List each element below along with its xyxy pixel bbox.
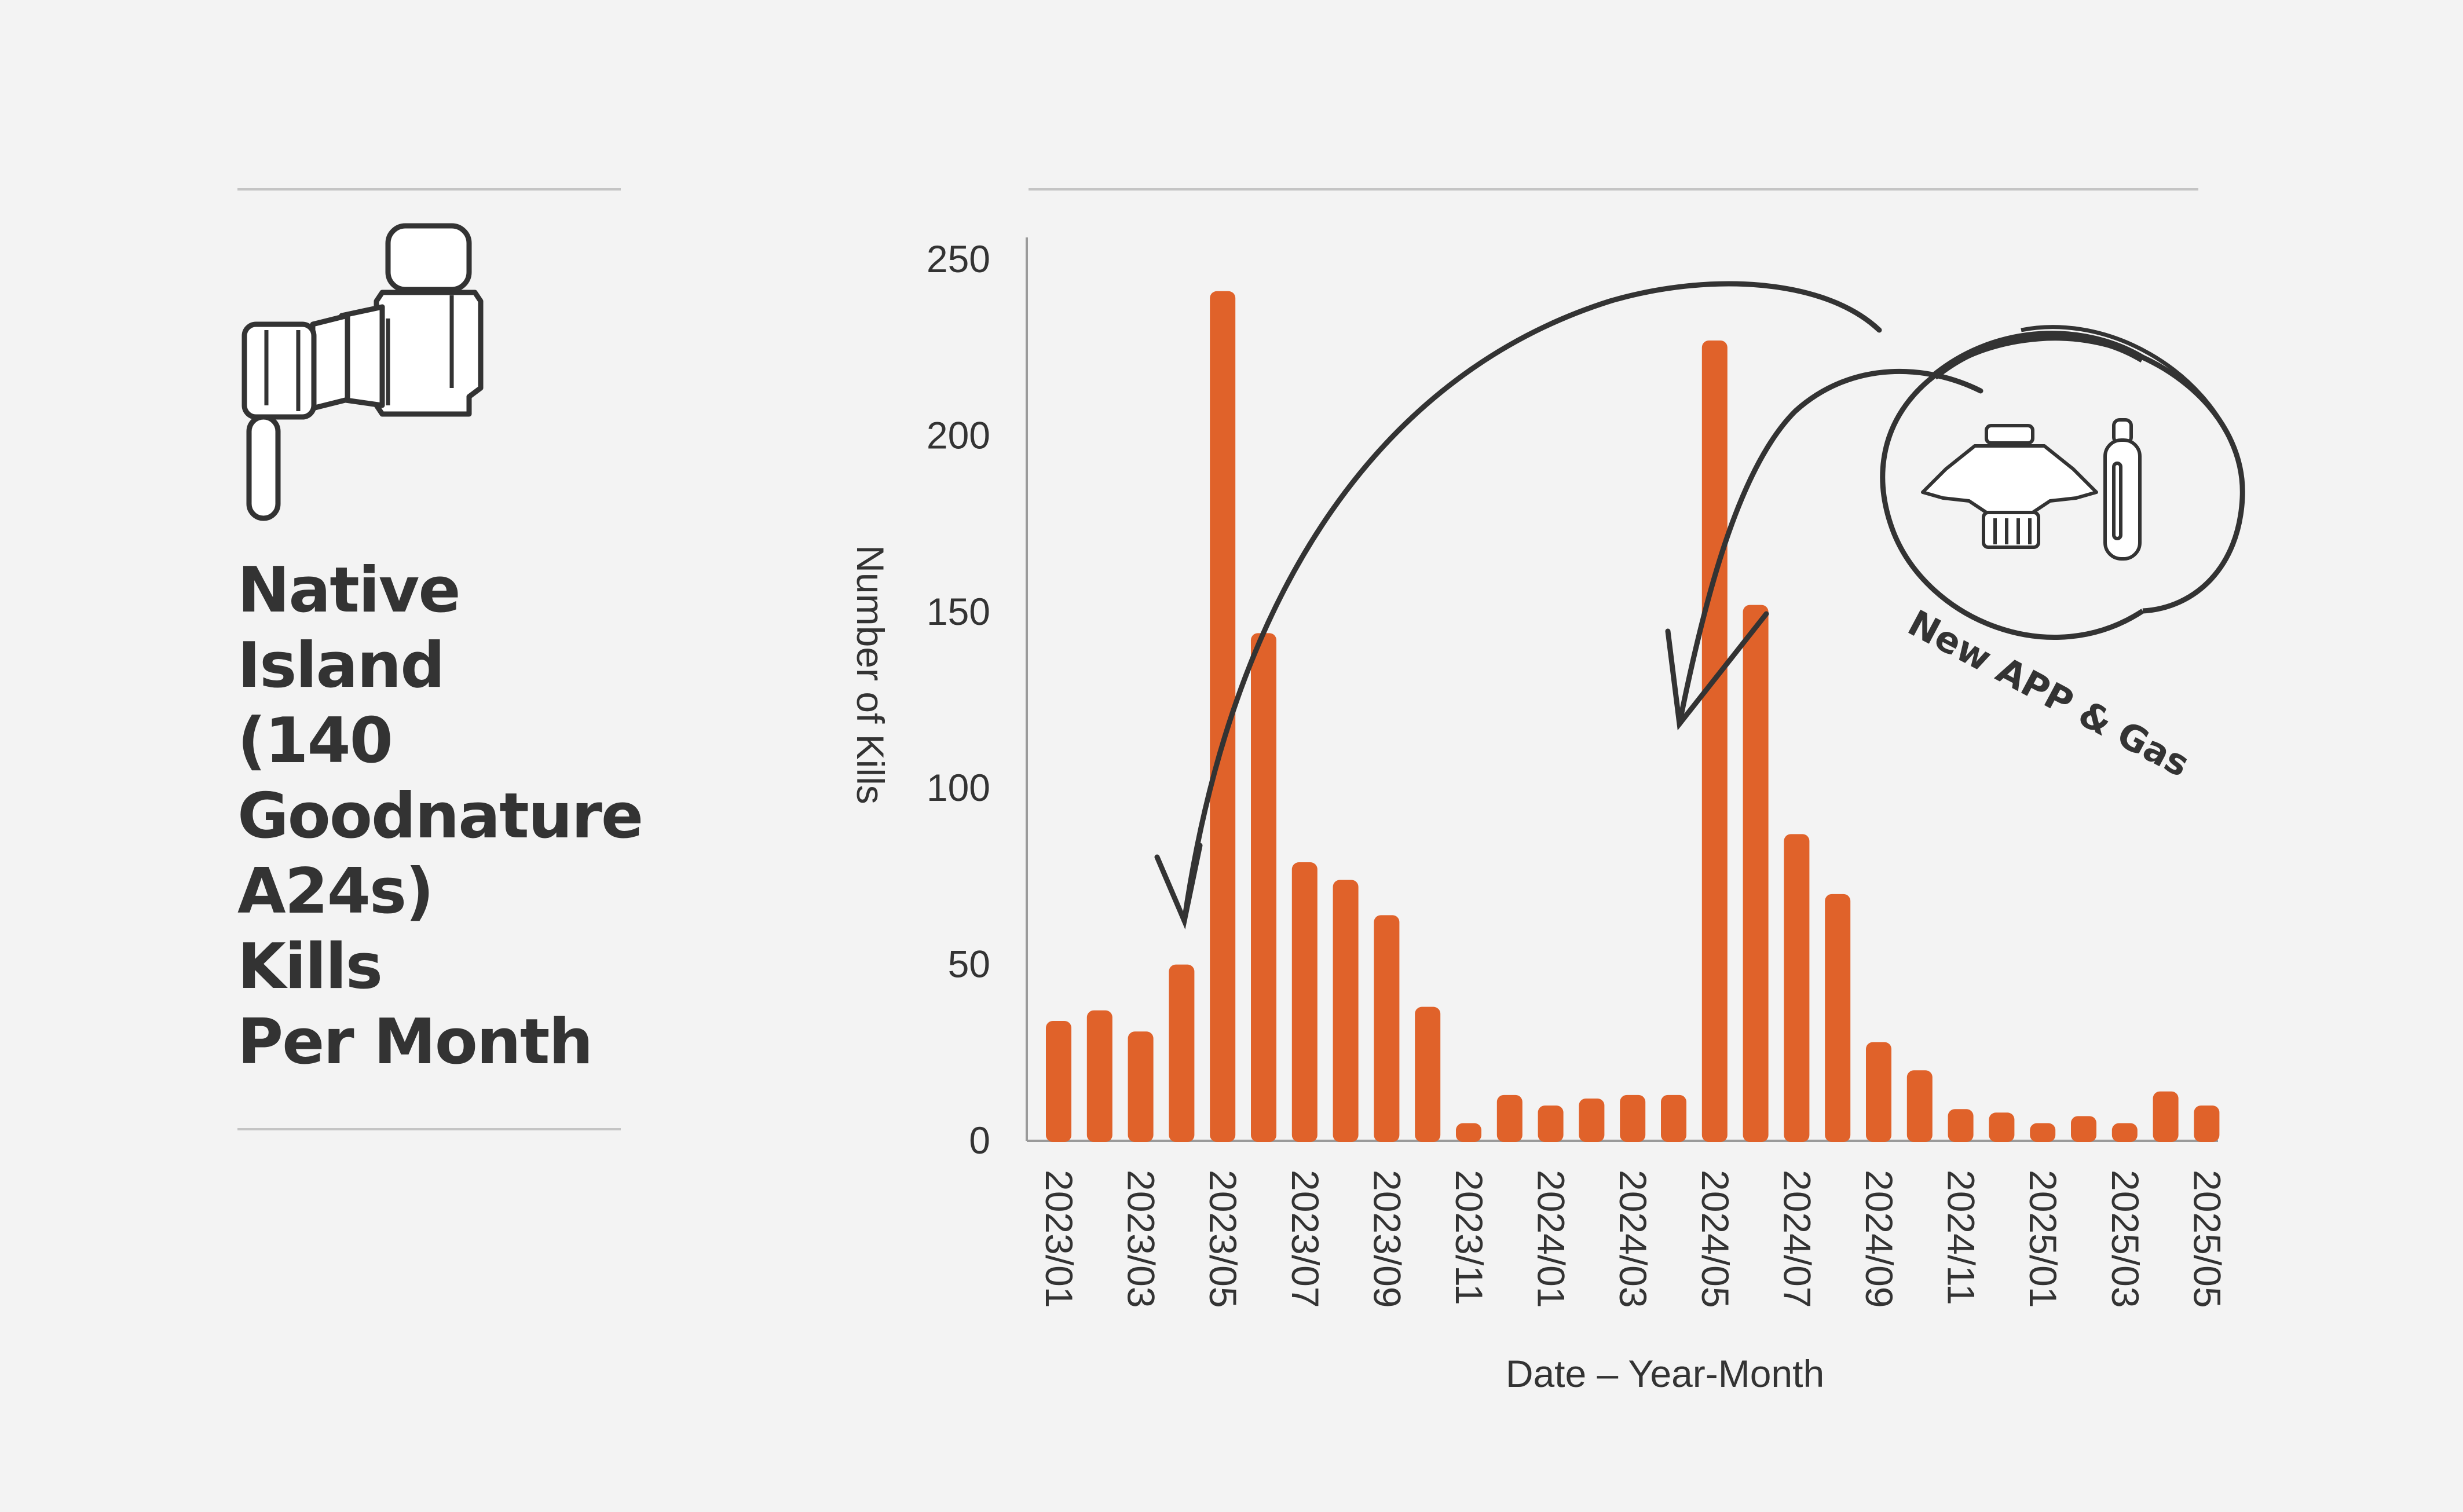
- x-tick-label: 2025/01: [2022, 1170, 2065, 1308]
- chart-top-rule: [1029, 188, 2198, 191]
- x-tick-label: 2023/01: [1038, 1170, 1081, 1308]
- y-axis-title: Number of Kills: [849, 545, 892, 804]
- bar-2024/07: [1784, 834, 1810, 1142]
- bar-2023/05: [1210, 291, 1236, 1142]
- y-tick-label: 250: [927, 237, 990, 280]
- bar-2025/04: [2153, 1091, 2179, 1142]
- bar-2023/12: [1496, 1094, 1523, 1142]
- y-tick-label: 50: [948, 943, 990, 986]
- arrowhead-2024-05: [1665, 611, 1769, 731]
- x-tick-label: 2023/03: [1120, 1170, 1163, 1308]
- x-tick-label: 2025/05: [2186, 1170, 2228, 1308]
- y-tick-label: 0: [969, 1119, 990, 1162]
- annotation-circle: [1880, 325, 2245, 640]
- bar-2024/05: [1701, 341, 1728, 1143]
- bar-2023/03: [1128, 1031, 1154, 1142]
- bar-2023/09: [1374, 915, 1400, 1142]
- bar-2024/06: [1743, 605, 1769, 1142]
- bar-2024/08: [1825, 894, 1851, 1142]
- bar-2023/01: [1046, 1021, 1071, 1142]
- x-tick-label: 2023/11: [1448, 1170, 1491, 1305]
- bar-2024/01: [1538, 1105, 1564, 1142]
- x-tick-label: 2023/05: [1202, 1170, 1245, 1308]
- goodnature-a24-trap-icon: [241, 223, 484, 521]
- x-tick-label: 2023/09: [1366, 1170, 1408, 1308]
- y-tick-label: 150: [927, 590, 990, 633]
- bar-2023/11: [1456, 1123, 1481, 1142]
- gas-canister-icon: [2103, 418, 2142, 561]
- annotation-label: New APP & Gas: [1901, 602, 2197, 785]
- arrow-to-2023-05: [1181, 281, 1882, 924]
- left-top-rule: [237, 188, 621, 191]
- x-tick-label: 2025/03: [2104, 1170, 2147, 1308]
- arrowhead-2023-05: [1154, 843, 1203, 929]
- bar-2024/10: [1906, 1070, 1933, 1142]
- y-tick-label: 200: [927, 413, 990, 456]
- x-axis-title: Date – Year-Month: [1506, 1352, 1824, 1395]
- bar-2024/04: [1661, 1094, 1686, 1142]
- bar-2024/11: [1948, 1109, 1974, 1142]
- x-tick-label: 2024/01: [1530, 1170, 1573, 1308]
- bar-2023/10: [1415, 1006, 1441, 1142]
- bar-2024/09: [1866, 1042, 1891, 1142]
- left-bottom-rule: [237, 1128, 621, 1130]
- bar-2023/02: [1086, 1010, 1112, 1142]
- bar-2025/01: [2030, 1123, 2056, 1142]
- bar-2023/08: [1333, 880, 1359, 1142]
- bar-2023/07: [1291, 862, 1317, 1142]
- bar-2024/03: [1620, 1094, 1646, 1142]
- bar-2025/05: [2194, 1105, 2220, 1142]
- x-tick-label: 2023/07: [1284, 1170, 1327, 1308]
- bar-2023/06: [1251, 633, 1276, 1142]
- bar-2023/04: [1169, 964, 1195, 1142]
- bar-2024/02: [1579, 1098, 1605, 1142]
- x-tick-label: 2024/09: [1858, 1170, 1901, 1308]
- arrow-to-2024-05: [1677, 368, 1983, 727]
- y-tick-label: 100: [927, 766, 990, 809]
- annotation-arrows: [1154, 281, 1983, 929]
- x-tick-label: 2024/11: [1940, 1170, 1983, 1305]
- x-tick-label: 2024/05: [1694, 1170, 1737, 1308]
- lure-pot-icon: [1921, 424, 2098, 549]
- bar-2025/02: [2071, 1116, 2096, 1142]
- bar-2024/12: [1989, 1112, 2015, 1142]
- x-tick-label: 2024/03: [1612, 1170, 1655, 1308]
- chart-title: Native Island (140 Goodnature A24s) Kill…: [237, 554, 643, 1078]
- x-tick-label: 2024/07: [1776, 1170, 1818, 1308]
- bar-2025/03: [2111, 1123, 2138, 1142]
